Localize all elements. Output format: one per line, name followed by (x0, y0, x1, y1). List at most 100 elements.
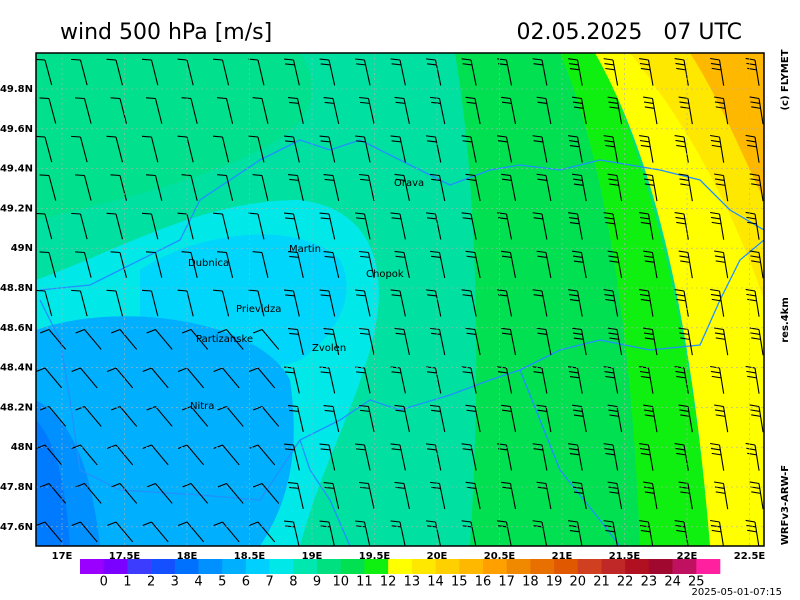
barb-shaft (426, 366, 442, 394)
wind-barb (181, 97, 198, 124)
lat-label: 49.8N (0, 84, 33, 95)
wind-barb (323, 250, 340, 278)
barb-shaft (465, 173, 481, 202)
wind-barb (572, 173, 587, 202)
city: Nitra (190, 401, 214, 412)
barb-shaft (181, 97, 198, 124)
wind-barb (141, 58, 159, 86)
barb-shaft (177, 444, 205, 466)
barb-shaft (532, 135, 548, 163)
barb-shaft (142, 444, 169, 466)
barb-shaft (213, 135, 230, 163)
wind-barb (177, 521, 205, 543)
barb-shaft (465, 327, 481, 356)
barb-shaft (177, 135, 194, 163)
barb-shaft (430, 404, 446, 433)
colorbar-label: 5 (218, 575, 226, 590)
barb-shaft (461, 58, 477, 86)
wind-barb (426, 520, 442, 546)
barb-shaft (217, 405, 244, 427)
barb-shaft (36, 367, 63, 389)
wind-barb (603, 212, 619, 240)
barb-shaft (710, 57, 725, 86)
colorbar-swatch (696, 559, 721, 574)
barb-shaft (430, 250, 446, 279)
wind-barb (213, 289, 230, 317)
colorbar-label: 9 (313, 575, 321, 590)
barb-shaft (639, 289, 654, 317)
wind-barb (248, 444, 276, 466)
barb-shaft (248, 58, 265, 86)
colorbar-label: 20 (570, 575, 587, 590)
barb-shaft (710, 442, 725, 471)
barb-shaft (674, 365, 689, 394)
colorbar-label: 17 (498, 575, 515, 590)
barb-shaft (678, 250, 693, 279)
barb-shaft (217, 328, 244, 350)
barb-shaft (426, 289, 442, 317)
barb-shaft (501, 250, 517, 279)
barb-shaft (501, 96, 517, 125)
barb-shaft (39, 328, 67, 350)
barb-shaft (572, 173, 587, 202)
wind-barb (430, 173, 446, 202)
wind-barb (36, 135, 53, 163)
wind-barb (643, 96, 658, 125)
wind-barb (288, 482, 304, 509)
barb-shaft (745, 365, 760, 394)
colorbar-label: 24 (664, 575, 681, 590)
wind-barb (39, 174, 57, 201)
barb-shaft (248, 135, 265, 163)
colorbar-swatch (127, 559, 152, 574)
barb-shaft (465, 96, 481, 125)
wind-barb (643, 481, 658, 510)
wind-barb (217, 251, 234, 278)
wind-barb (248, 289, 265, 317)
wind-barb (536, 173, 552, 202)
wind-barb (213, 212, 230, 240)
wind-barb (390, 443, 406, 471)
barb-shaft (710, 211, 725, 240)
barb-shaft (430, 327, 446, 356)
lat-label: 49.2N (0, 203, 33, 214)
wind-barb (177, 58, 194, 86)
wind-barb (465, 481, 481, 510)
barb-shaft (536, 96, 552, 125)
wind-barb (323, 327, 340, 355)
barb-shaft (678, 404, 693, 433)
barb-shaft (252, 174, 269, 201)
barb-shaft (355, 135, 371, 163)
wind-barb (749, 250, 764, 279)
lon-label: 19.5E (359, 551, 391, 562)
barb-shaft (639, 135, 654, 163)
wind-barb (749, 173, 764, 202)
wind-barb (426, 58, 442, 86)
barb-shaft (110, 251, 127, 278)
barb-shaft (536, 250, 552, 279)
barb-shaft (284, 58, 300, 86)
barb-shaft (394, 96, 410, 125)
barb-shaft (284, 212, 300, 240)
wind-barb (674, 211, 689, 240)
barb-shaft (71, 444, 98, 466)
barb-shaft (394, 327, 410, 356)
barb-shaft (288, 251, 304, 278)
barb-shaft (426, 520, 442, 546)
city: Zvolen (312, 343, 346, 354)
barb-shaft (213, 289, 230, 317)
wind-barb (710, 288, 725, 317)
colorbar-label: 18 (522, 575, 539, 590)
city: Dubnica (188, 258, 229, 269)
wind-barb (461, 212, 477, 240)
wind-barb (497, 212, 513, 240)
colorbar-swatch (554, 559, 579, 574)
barb-shaft (106, 58, 123, 86)
lon-label: 18.5E (234, 551, 266, 562)
barb-shaft (607, 327, 623, 356)
barb-shaft (745, 134, 760, 163)
wind-barb (710, 519, 725, 546)
wind-barb (181, 174, 198, 201)
barb-shaft (217, 97, 234, 124)
barb-shaft (248, 444, 276, 466)
barb-shaft (643, 404, 658, 433)
